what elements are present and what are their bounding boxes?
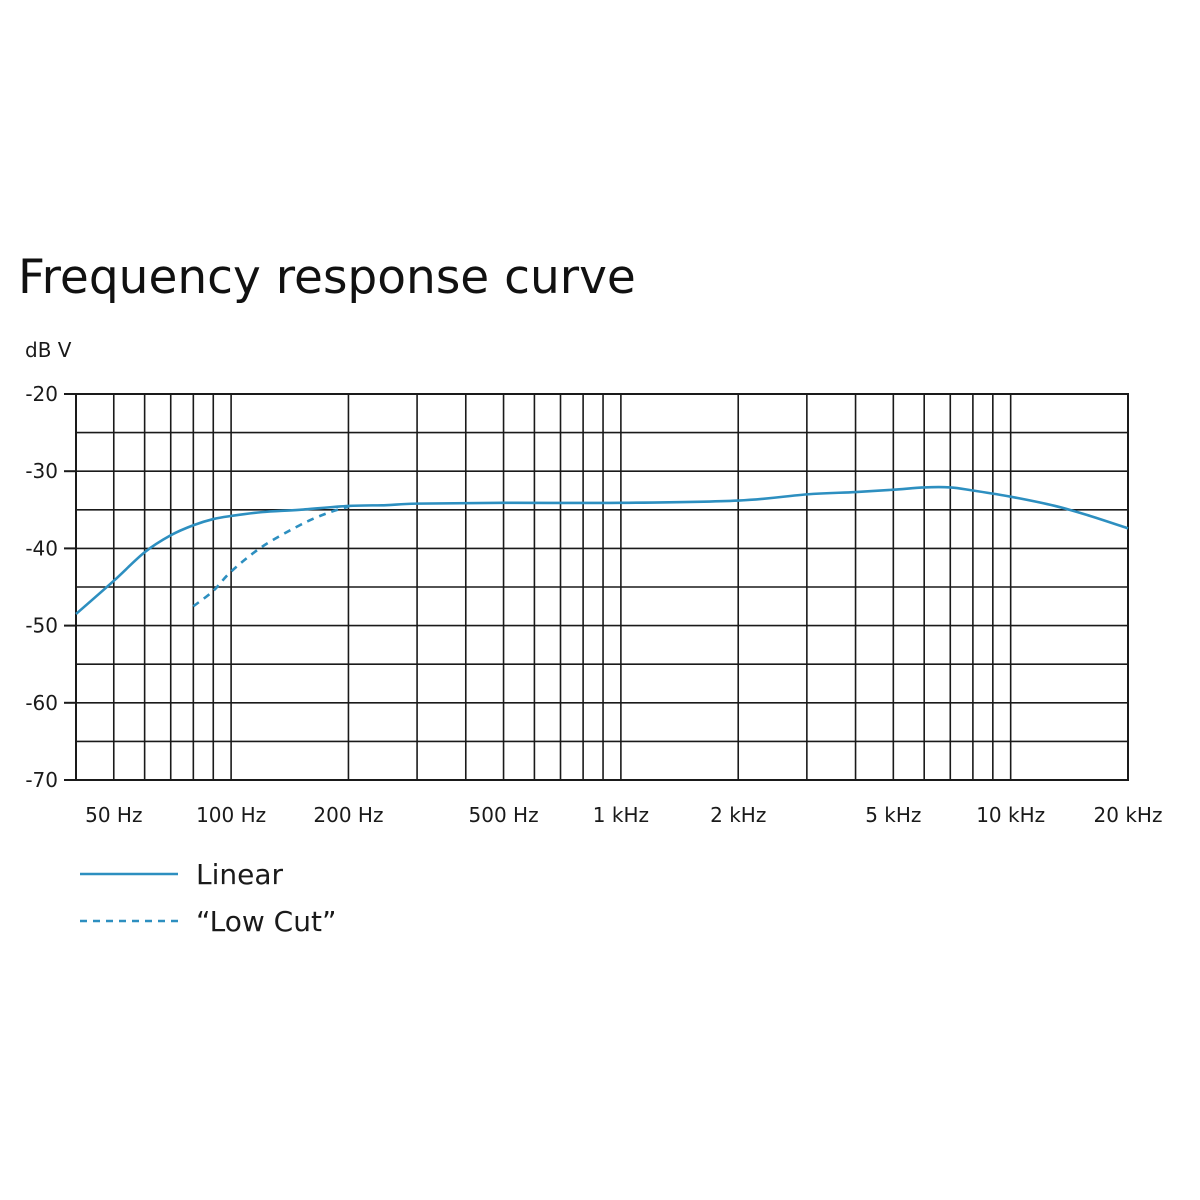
x-tick-label: 200 Hz	[313, 803, 383, 827]
legend-label-low-cut: “Low Cut”	[196, 905, 336, 938]
y-tick-label: -30	[25, 459, 58, 483]
x-tick-label: 500 Hz	[469, 803, 539, 827]
chart-title: Frequency response curve	[18, 250, 636, 305]
x-tick-label: 50 Hz	[85, 803, 142, 827]
x-tick-label: 1 kHz	[593, 803, 649, 827]
labels-layer: -20 -30 -40 -50 -60 -70 dB V 50 Hz 100 Hz 200 Hz 5…	[25, 338, 1162, 827]
plot-frame	[75, 393, 1129, 781]
series-line-linear	[75, 485, 1129, 615]
y-tick-label: -20	[25, 382, 58, 406]
x-tick-label: 5 kHz	[865, 803, 921, 827]
series-line-low-cut	[192, 505, 349, 608]
y-tick-label: -40	[25, 536, 58, 560]
grid-major-lines	[76, 431, 1128, 743]
x-tick-label: 100 Hz	[196, 803, 266, 827]
legend: Linear “Low Cut”	[80, 858, 336, 938]
y-axis-unit-label: dB V	[25, 338, 72, 362]
x-tick-label: 10 kHz	[976, 803, 1045, 827]
axes	[64, 393, 1129, 781]
y-tick-label: -50	[25, 614, 58, 638]
legend-label-linear: Linear	[196, 858, 284, 891]
y-tick-label: -70	[25, 768, 58, 792]
x-tick-label: 20 kHz	[1094, 803, 1163, 827]
series-layer	[75, 485, 1129, 615]
y-tick-label: -60	[25, 691, 58, 715]
x-tick-label: 2 kHz	[710, 803, 766, 827]
